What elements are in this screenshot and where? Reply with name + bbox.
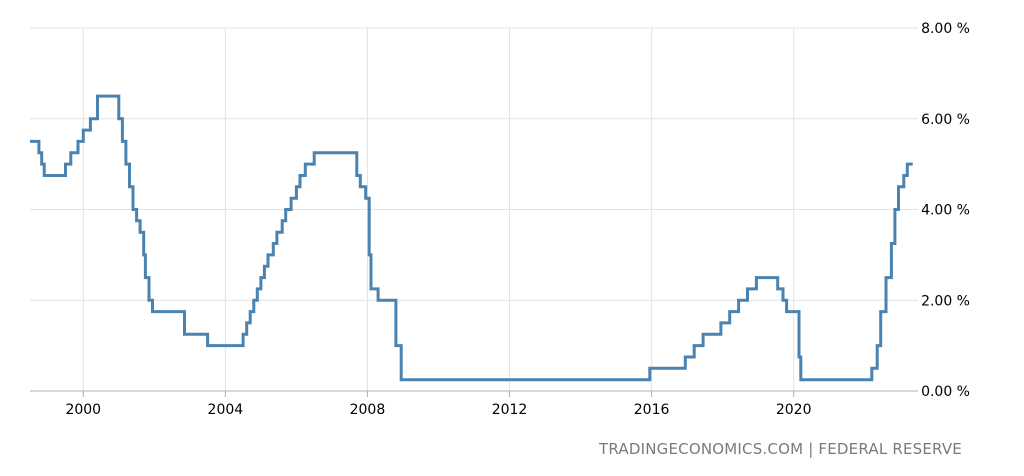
y-tick-label: 8.00 % — [921, 21, 970, 37]
x-tick-label: 2008 — [350, 402, 386, 418]
y-axis-ticks: 0.00 % 2.00 % 4.00 % 6.00 % 8.00 % — [921, 21, 970, 400]
x-axis-ticks: 2000 2004 2008 2012 2016 2020 — [65, 391, 812, 418]
x-tick-label: 2016 — [634, 402, 670, 418]
x-tick-label: 2020 — [776, 402, 812, 418]
x-tick-label: 2012 — [492, 402, 528, 418]
y-tick-label: 2.00 % — [921, 293, 970, 309]
x-tick-label: 2004 — [208, 402, 244, 418]
y-tick-label: 0.00 % — [921, 384, 970, 400]
x-tick-label: 2000 — [65, 402, 101, 418]
source-label: TRADINGECONOMICS.COM | FEDERAL RESERVE — [599, 440, 962, 458]
y-tick-label: 4.00 % — [921, 203, 970, 219]
series-line — [30, 94, 913, 382]
gridlines — [30, 27, 918, 391]
y-tick-label: 6.00 % — [921, 112, 970, 128]
series-layer — [29, 94, 913, 382]
